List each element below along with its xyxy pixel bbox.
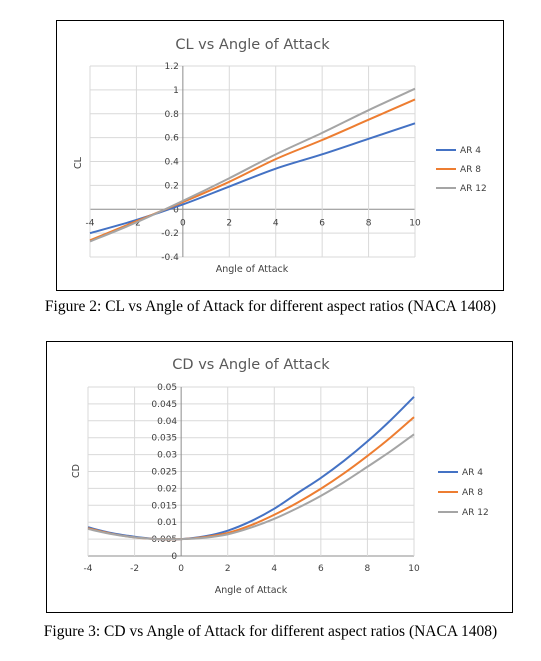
x-tick-label: 6 xyxy=(319,218,325,228)
x-tick-label: 8 xyxy=(365,564,371,574)
x-tick-label: 2 xyxy=(225,564,231,574)
y-tick-label: 0.02 xyxy=(157,484,177,494)
series-line-ar-12 xyxy=(87,433,415,541)
x-axis-label: Angle of Attack xyxy=(215,585,288,596)
legend-label: AR 8 xyxy=(460,165,481,175)
cd-chart: CD vs Angle of Attack00.0050.010.0150.02… xyxy=(71,357,489,596)
cd-chart-frame: CD vs Angle of Attack 0 0.005 0.01 0.015 0.02… xyxy=(46,341,513,613)
y-tick-label: 0.6 xyxy=(165,134,180,144)
legend-label: AR 4 xyxy=(460,146,481,156)
chart-title: CL vs Angle of Attack xyxy=(175,37,330,53)
y-tick-label: 0.04 xyxy=(157,417,177,427)
x-tick-label: 10 xyxy=(409,218,421,228)
x-tick-label: 4 xyxy=(271,564,277,574)
y-tick-label: 1 xyxy=(173,86,179,96)
y-tick-label: 0.045 xyxy=(151,400,177,410)
figure-2-caption: Figure 2: CL vs Angle of Attack for diff… xyxy=(44,298,497,315)
x-tick-label: 6 xyxy=(318,564,324,574)
x-tick-label: -4 xyxy=(84,564,93,574)
legend-label: AR 8 xyxy=(462,488,483,498)
legend-label: AR 4 xyxy=(462,468,483,478)
y-tick-label: 0 xyxy=(171,552,177,562)
y-tick-label: 0.025 xyxy=(151,468,177,478)
y-tick-label: 0.4 xyxy=(165,158,180,168)
x-tick-label: -2 xyxy=(130,564,139,574)
y-tick-label: -0.2 xyxy=(161,229,179,239)
legend-label: AR 12 xyxy=(462,508,489,518)
y-axis-label: CL xyxy=(73,156,84,169)
x-tick-label: 10 xyxy=(408,564,420,574)
x-tick-label: 2 xyxy=(226,218,232,228)
cl-chart-frame: CL vs Angle of Attack -0.4 -0.2 0 0.2 0.4 0.6 0… xyxy=(56,20,504,291)
x-tick-label: 0 xyxy=(178,564,184,574)
y-tick-label: 0.035 xyxy=(151,434,177,444)
y-tick-label: 0 xyxy=(173,205,179,215)
y-tick-label: -0.4 xyxy=(161,253,179,263)
x-tick-label: 4 xyxy=(273,218,279,228)
x-tick-label: 0 xyxy=(180,218,186,228)
cl-chart: CL vs Angle of Attack-0.4-0.200.20.40.60… xyxy=(73,37,487,275)
series-line-ar-12 xyxy=(89,87,416,243)
y-tick-label: 0.8 xyxy=(165,110,180,120)
series-line-ar-4 xyxy=(89,122,416,235)
figure-3-caption: Figure 3: CD vs Angle of Attack for diff… xyxy=(43,623,498,640)
y-axis-label: CD xyxy=(71,464,82,478)
legend-label: AR 12 xyxy=(460,184,487,194)
y-tick-label: 0.01 xyxy=(157,518,177,528)
chart-title: CD vs Angle of Attack xyxy=(172,357,330,373)
y-tick-label: 0.03 xyxy=(157,451,177,461)
x-tick-label: -4 xyxy=(86,218,95,228)
y-tick-label: 0.015 xyxy=(151,501,177,511)
x-tick-label: 8 xyxy=(366,218,372,228)
y-tick-label: 0.05 xyxy=(157,383,177,393)
y-tick-label: 0.2 xyxy=(165,181,179,191)
x-axis-label: Angle of Attack xyxy=(216,264,289,275)
y-tick-label: 1.2 xyxy=(165,62,179,72)
